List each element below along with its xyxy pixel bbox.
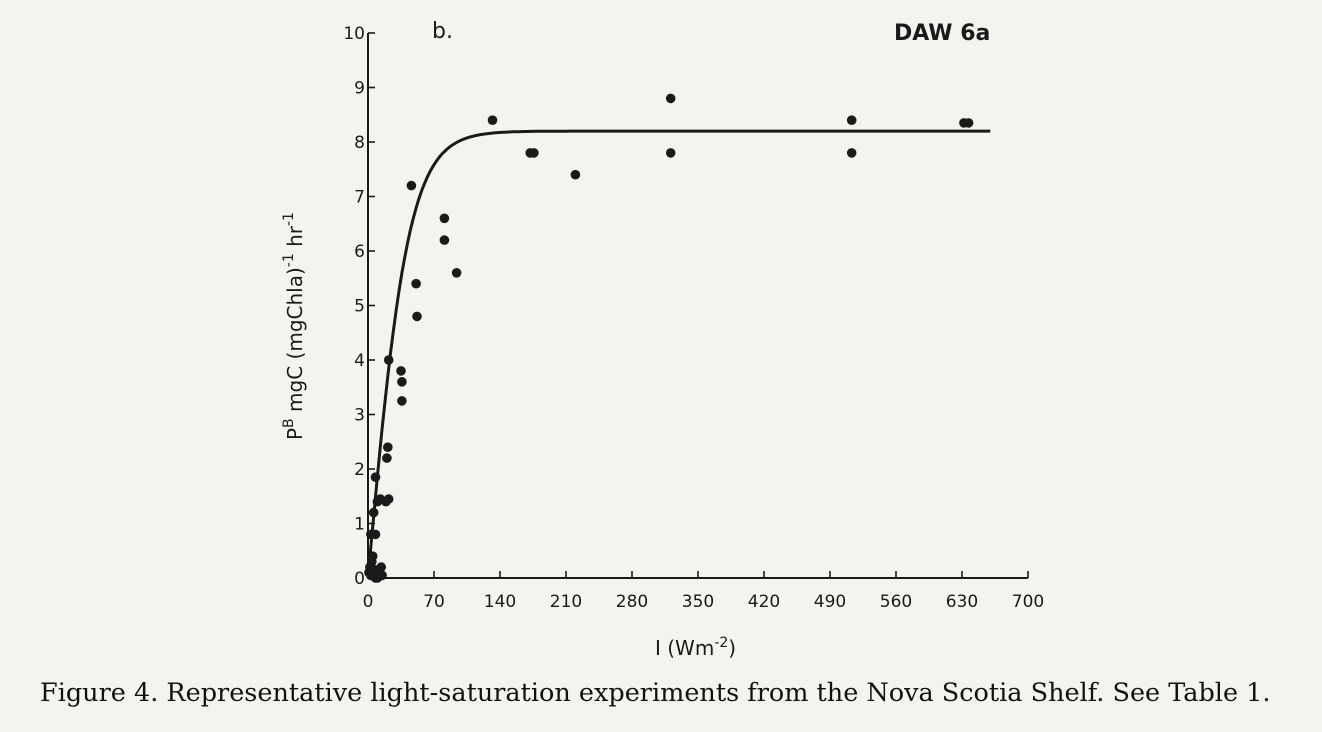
data-point bbox=[383, 442, 393, 453]
fit-curve-group bbox=[366, 129, 991, 579]
data-point bbox=[411, 278, 421, 289]
y-tick-label: 7 bbox=[354, 188, 365, 208]
data-point bbox=[368, 507, 379, 518]
axes bbox=[367, 33, 1028, 579]
data-points bbox=[364, 93, 974, 583]
data-point bbox=[383, 494, 394, 504]
x-axis-title: I (Wm-2) bbox=[655, 635, 736, 660]
data-point bbox=[370, 472, 381, 483]
data-point bbox=[383, 355, 394, 365]
data-point bbox=[487, 115, 498, 125]
fit-curve bbox=[366, 129, 991, 579]
y-tick-label: 10 bbox=[343, 24, 365, 44]
data-point bbox=[370, 529, 381, 540]
y-tick-label: 5 bbox=[354, 297, 365, 317]
y-tick-label: 9 bbox=[354, 79, 365, 99]
y-tick-label: 2 bbox=[354, 460, 365, 480]
data-point bbox=[963, 118, 974, 128]
y-tick-label: 4 bbox=[354, 351, 365, 371]
x-tick-label: 350 bbox=[682, 592, 714, 612]
data-point bbox=[396, 366, 406, 376]
data-point bbox=[412, 311, 422, 322]
data-point bbox=[397, 377, 407, 387]
data-point bbox=[439, 235, 450, 245]
y-axis-title-sup2: -1 bbox=[281, 253, 297, 267]
data-point bbox=[397, 396, 407, 406]
data-point bbox=[846, 148, 857, 158]
data-point bbox=[439, 213, 450, 224]
x-tick-label: 140 bbox=[484, 592, 516, 612]
x-tick-label: 630 bbox=[946, 592, 978, 612]
y-tick-label: 0 bbox=[354, 569, 365, 589]
y-axis-title-end: hr bbox=[283, 225, 307, 253]
data-point bbox=[377, 570, 387, 581]
y-axis-title-p: P bbox=[283, 428, 307, 440]
x-tick-label: 280 bbox=[616, 592, 648, 612]
data-point bbox=[382, 453, 392, 463]
x-tick-label: 210 bbox=[550, 592, 582, 612]
data-point bbox=[376, 562, 387, 572]
y-axis-title-rest: mgC (mgChla) bbox=[283, 267, 307, 418]
data-point bbox=[367, 551, 378, 561]
y-tick-label: 3 bbox=[354, 406, 365, 426]
data-point bbox=[529, 148, 539, 158]
light-saturation-chart: 0 70 140 210 280 350 420 490 560 630 700 0 1 2 3 4 5 6 7 8 9… bbox=[281, 19, 1044, 660]
x-tick-label: 70 bbox=[423, 592, 445, 612]
x-tick-label: 700 bbox=[1012, 592, 1044, 612]
y-axis-title-sup: B bbox=[281, 418, 297, 428]
x-tick-label: 0 bbox=[363, 592, 374, 612]
data-point bbox=[665, 93, 676, 104]
data-point bbox=[451, 268, 462, 278]
figure-caption: Figure 4. Representative light-saturatio… bbox=[40, 678, 1271, 708]
y-tick-label: 1 bbox=[354, 515, 365, 535]
y-tick-label: 8 bbox=[354, 133, 365, 153]
ticks: 0 70 140 210 280 350 420 490 560 630 700 0 1 2 3 4 5 6 7 8 9… bbox=[343, 24, 1044, 612]
x-axis-title-sup: -2 bbox=[714, 635, 728, 651]
x-tick-label: 490 bbox=[814, 592, 846, 612]
x-tick-label: 420 bbox=[748, 592, 780, 612]
y-tick-label: 6 bbox=[354, 242, 365, 262]
data-point bbox=[570, 169, 581, 180]
data-point bbox=[846, 115, 857, 125]
y-axis-title: PB mgC (mgChla)-1 hr-1 bbox=[281, 212, 307, 440]
y-axis-title-sup3: -1 bbox=[281, 212, 297, 226]
x-axis-title-end: ) bbox=[728, 636, 736, 660]
station-label: DAW 6a bbox=[894, 21, 990, 46]
data-point bbox=[665, 148, 676, 158]
x-axis-title-main: I (Wm bbox=[655, 636, 714, 660]
panel-label: b. bbox=[432, 19, 453, 44]
x-tick-label: 560 bbox=[880, 592, 912, 612]
data-point bbox=[406, 180, 417, 191]
